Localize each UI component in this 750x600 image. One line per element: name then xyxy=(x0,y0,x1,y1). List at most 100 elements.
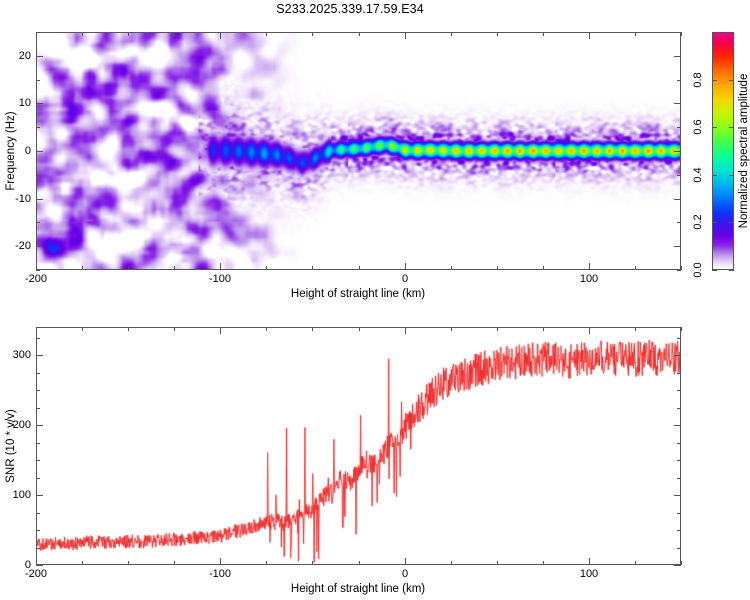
x-minor-tick-top xyxy=(266,32,267,36)
colorbar-tick-label: 0.6 xyxy=(692,119,704,135)
y-minor-tick xyxy=(36,530,40,531)
y-major-tick xyxy=(36,199,43,200)
x-minor-tick-top xyxy=(681,32,682,36)
y-minor-tick xyxy=(36,373,40,374)
x-minor-tick xyxy=(543,266,544,270)
x-minor-tick xyxy=(497,266,498,270)
x-major-tick-top xyxy=(36,32,37,39)
y-major-tick xyxy=(36,565,43,566)
y-minor-tick xyxy=(36,443,40,444)
y-minor-tick-right xyxy=(677,478,681,479)
x-minor-tick-top xyxy=(174,32,175,36)
x-minor-tick xyxy=(451,266,452,270)
y-tick-label: 100 xyxy=(12,489,31,501)
x-minor-tick xyxy=(174,266,175,270)
y-tick-label: 300 xyxy=(12,349,31,361)
colorbar-tick xyxy=(712,80,717,81)
y-minor-tick xyxy=(36,478,40,479)
x-minor-tick-top xyxy=(635,32,636,36)
x-minor-tick-top xyxy=(451,327,452,331)
y-minor-tick-right xyxy=(677,32,681,33)
x-minor-tick xyxy=(681,561,682,565)
x-major-tick-top xyxy=(36,327,37,334)
y-major-tick-right xyxy=(674,246,681,247)
x-major-tick-top xyxy=(220,32,221,39)
x-major-tick xyxy=(220,558,221,565)
y-minor-tick-right xyxy=(677,270,681,271)
y-tick-label: -10 xyxy=(15,193,31,205)
x-major-tick xyxy=(36,263,37,270)
x-minor-tick xyxy=(82,561,83,565)
y-major-tick xyxy=(36,246,43,247)
x-minor-tick-top xyxy=(635,327,636,331)
x-major-tick xyxy=(220,263,221,270)
x-minor-tick-top xyxy=(266,327,267,331)
y-major-tick-right xyxy=(674,103,681,104)
y-minor-tick-right xyxy=(677,127,681,128)
colorbar-tick-right xyxy=(729,175,734,176)
y-minor-tick xyxy=(36,390,40,391)
snr-axes xyxy=(36,327,681,565)
x-minor-tick-top xyxy=(681,327,682,331)
y-major-tick-right xyxy=(674,151,681,152)
x-minor-tick-top xyxy=(174,327,175,331)
x-minor-tick-top xyxy=(82,327,83,331)
y-major-tick xyxy=(36,56,43,57)
y-major-tick xyxy=(36,355,43,356)
x-minor-tick-top xyxy=(359,32,360,36)
x-minor-tick-top xyxy=(497,32,498,36)
colorbar-gradient xyxy=(713,33,733,269)
y-minor-tick xyxy=(36,338,40,339)
x-tick-label: -100 xyxy=(208,273,232,285)
x-minor-tick xyxy=(451,561,452,565)
x-minor-tick-top xyxy=(312,327,313,331)
x-major-tick-top xyxy=(589,327,590,334)
x-minor-tick xyxy=(359,561,360,565)
x-minor-tick xyxy=(266,266,267,270)
x-minor-tick xyxy=(312,266,313,270)
colorbar-tick-right xyxy=(729,80,734,81)
colorbar-tick xyxy=(712,270,717,271)
y-minor-tick xyxy=(36,80,40,81)
colorbar-tick-right xyxy=(729,127,734,128)
y-minor-tick xyxy=(36,270,40,271)
x-minor-tick xyxy=(497,561,498,565)
snr-xlabel: Height of straight line (km) xyxy=(290,583,426,595)
colorbar-tick xyxy=(712,127,717,128)
y-major-tick-right xyxy=(674,425,681,426)
x-minor-tick xyxy=(128,266,129,270)
y-minor-tick-right xyxy=(677,338,681,339)
y-major-tick-right xyxy=(674,199,681,200)
x-major-tick-top xyxy=(589,32,590,39)
colorbar-tick xyxy=(712,222,717,223)
colorbar-tick-label: 0.8 xyxy=(692,72,704,88)
x-major-tick xyxy=(36,558,37,565)
x-tick-label: 0 xyxy=(401,273,409,285)
y-minor-tick xyxy=(36,460,40,461)
figure-title: S233.2025.339.17.59.E34 xyxy=(276,2,424,16)
colorbar-label: Normalized spectral amplitude xyxy=(738,73,750,229)
x-minor-tick-top xyxy=(497,327,498,331)
y-minor-tick-right xyxy=(677,373,681,374)
x-minor-tick-top xyxy=(82,32,83,36)
x-minor-tick-top xyxy=(543,327,544,331)
y-minor-tick xyxy=(36,513,40,514)
spectrogram-xlabel: Height of straight line (km) xyxy=(290,288,426,300)
y-minor-tick xyxy=(36,127,40,128)
x-minor-tick xyxy=(543,561,544,565)
y-minor-tick xyxy=(36,548,40,549)
colorbar-tick-label: 0.4 xyxy=(692,167,704,183)
snr-ylabel: SNR (10 * v/v) xyxy=(5,409,17,483)
x-major-tick xyxy=(405,558,406,565)
y-minor-tick-right xyxy=(677,408,681,409)
y-tick-label: 200 xyxy=(12,419,31,431)
y-major-tick-right xyxy=(674,355,681,356)
y-minor-tick-right xyxy=(677,175,681,176)
snr-canvas xyxy=(37,328,680,564)
y-minor-tick xyxy=(36,408,40,409)
x-tick-label: 0 xyxy=(401,568,409,580)
spectrogram-canvas xyxy=(37,33,680,269)
y-tick-label: -20 xyxy=(15,240,31,252)
y-minor-tick-right xyxy=(677,443,681,444)
x-tick-label: -200 xyxy=(24,568,48,580)
